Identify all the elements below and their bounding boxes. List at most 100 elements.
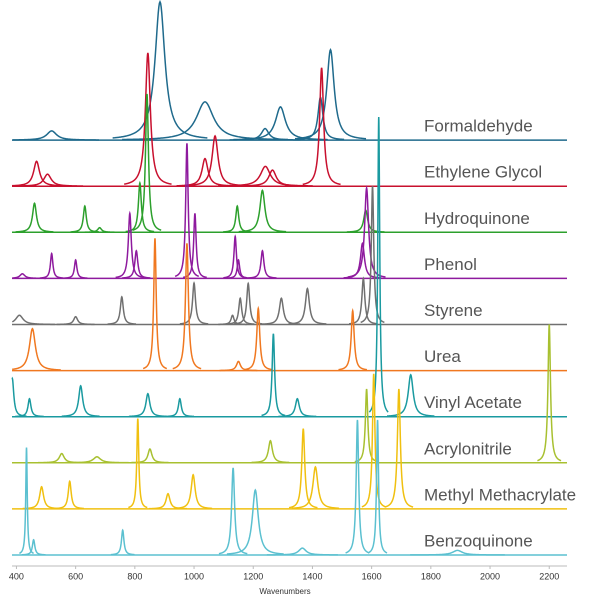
- peak: [243, 305, 273, 371]
- peak: [12, 327, 61, 371]
- peak: [225, 296, 255, 325]
- spectrum: [12, 419, 567, 556]
- peak: [115, 210, 145, 279]
- peak: [186, 134, 244, 187]
- peak: [233, 106, 328, 141]
- peak: [63, 258, 88, 279]
- peak: [128, 418, 148, 509]
- peak: [11, 314, 55, 326]
- peak: [55, 479, 84, 510]
- peak: [347, 185, 386, 278]
- peak: [266, 547, 338, 556]
- peak: [12, 160, 66, 187]
- x-tick-label: 600: [68, 571, 83, 581]
- peak: [251, 439, 290, 464]
- series-label: Styrene: [424, 301, 483, 320]
- peak: [174, 143, 200, 278]
- series-label: Methyl Methacrylate: [424, 485, 576, 504]
- peak: [294, 48, 367, 140]
- series-label: Hydroquinone: [424, 209, 530, 228]
- peak: [345, 419, 370, 554]
- peak: [11, 376, 27, 417]
- peak: [537, 324, 562, 462]
- peak: [223, 234, 248, 279]
- x-tick-label: 1000: [184, 571, 204, 581]
- spectrum: [11, 186, 567, 326]
- series-label: Formaldehyde: [424, 117, 533, 136]
- peak: [223, 204, 252, 233]
- peak: [262, 297, 301, 325]
- series-label: Vinyl Acetate: [424, 393, 522, 412]
- series-label: Benzoquinone: [424, 531, 533, 550]
- x-tick-label: 1200: [243, 571, 263, 581]
- x-axis-label: Wavenumbers: [259, 587, 310, 596]
- peak: [15, 397, 44, 418]
- peak: [149, 492, 187, 510]
- peak: [124, 52, 172, 185]
- spectrum: [12, 93, 567, 234]
- peak: [367, 419, 388, 554]
- peak: [80, 226, 119, 233]
- peak: [107, 295, 137, 325]
- series-label: Acrylonitrile: [424, 439, 512, 458]
- peak: [261, 333, 286, 417]
- spectrum: [12, 373, 567, 510]
- peak: [11, 173, 84, 187]
- peak: [165, 397, 195, 418]
- x-tick-label: 400: [9, 571, 24, 581]
- spectrum: [12, 143, 567, 280]
- peak: [338, 308, 368, 371]
- peak: [122, 249, 151, 279]
- x-tick-label: 1600: [362, 571, 382, 581]
- spectrum: [12, 324, 567, 464]
- peak: [70, 204, 100, 233]
- peak: [410, 549, 505, 556]
- peak: [142, 238, 168, 370]
- peak: [288, 287, 327, 325]
- peak: [218, 314, 247, 326]
- series-label: Phenol: [424, 255, 477, 274]
- x-tick-label: 2200: [539, 571, 559, 581]
- peak: [248, 249, 277, 279]
- x-tick-label: 2000: [480, 571, 500, 581]
- peak: [226, 488, 284, 555]
- peak: [182, 213, 207, 279]
- spectrum: [12, 238, 567, 372]
- x-tick-label: 1800: [421, 571, 441, 581]
- peak: [56, 315, 95, 326]
- peak: [236, 169, 308, 187]
- peak: [218, 467, 248, 555]
- peak: [176, 157, 234, 187]
- peak: [238, 189, 287, 233]
- peak: [174, 473, 213, 510]
- peak: [218, 165, 313, 187]
- peak: [291, 465, 340, 509]
- peak: [110, 528, 135, 556]
- peak: [302, 67, 341, 186]
- peak: [132, 93, 162, 231]
- series-label: Urea: [424, 347, 461, 366]
- peak: [61, 456, 133, 464]
- peak: [128, 392, 167, 418]
- peak: [387, 373, 435, 417]
- peak: [219, 360, 258, 372]
- peak: [361, 373, 386, 508]
- peak: [112, 0, 208, 139]
- peak: [384, 388, 414, 508]
- peak: [21, 538, 46, 556]
- peak: [22, 485, 61, 510]
- peak: [61, 384, 100, 417]
- x-tick-label: 1400: [302, 571, 322, 581]
- peak: [172, 243, 202, 370]
- peak: [226, 258, 251, 279]
- peak: [12, 130, 100, 141]
- peak: [122, 101, 288, 141]
- peak: [15, 202, 54, 233]
- peak: [38, 452, 86, 464]
- series-label: Ethylene Glycol: [424, 163, 542, 182]
- x-tick-label: 800: [127, 571, 142, 581]
- peak: [39, 252, 64, 279]
- peak: [278, 397, 317, 418]
- peak: [288, 428, 318, 509]
